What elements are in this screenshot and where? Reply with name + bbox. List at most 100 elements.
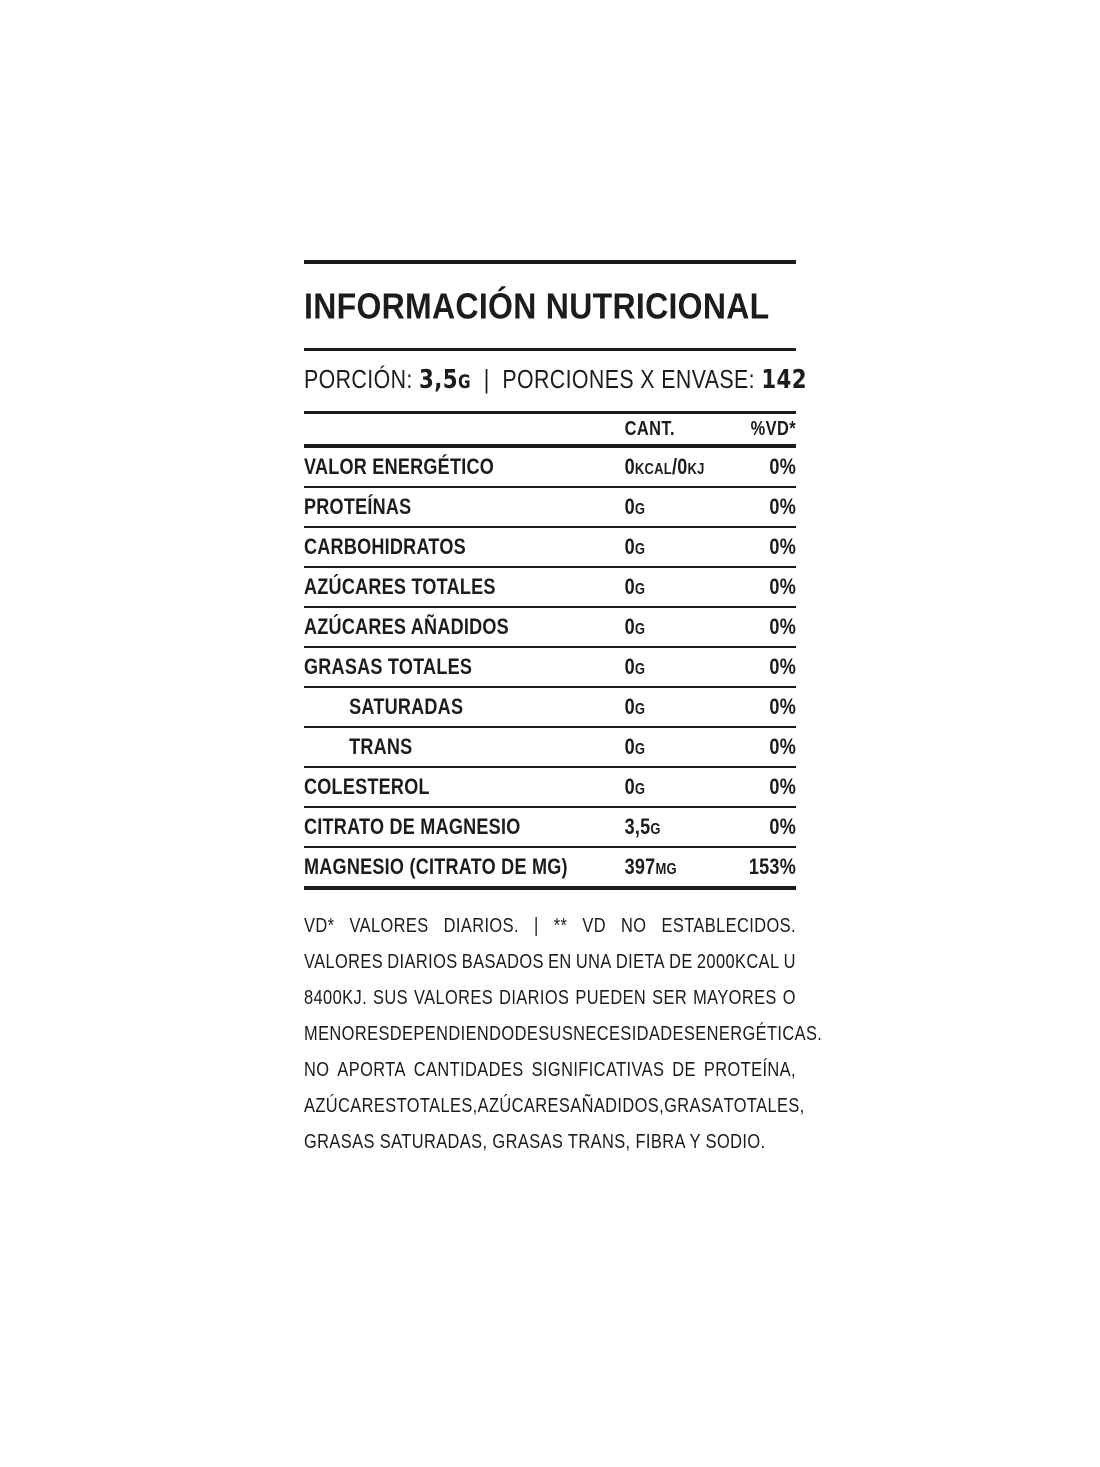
nutrient-rows: VALOR ENERGÉTICO 0KCAL/0KJ 0% PROTEÍNAS 0G 0%… — [304, 448, 796, 886]
row-separator — [304, 766, 796, 768]
nutrient-dv: 0% — [769, 734, 796, 759]
amount-unit: G — [634, 621, 646, 638]
footnote-word: AZÚCARES — [304, 1094, 397, 1117]
footnote-word: DE — [669, 950, 693, 973]
nutrition-facts-panel: INFORMACIÓN NUTRICIONAL PORCIÓN: 3,5G | … — [304, 260, 822, 1160]
serving-text: 142 — [761, 365, 808, 395]
amount-unit: G — [634, 741, 646, 758]
row-separator — [304, 806, 796, 808]
table-row: TRANS 0G 0% — [304, 728, 796, 766]
footnote-line: VALORES DIARIOS BASADOS EN UNA DIETA DE 2000KCA… — [304, 944, 796, 980]
footnote-word: MAYORES — [693, 986, 777, 1009]
column-header-dv: %VD* — [750, 417, 796, 440]
nutrient-amount: 0G — [625, 774, 733, 800]
serving-info: PORCIÓN: 3,5G | PORCIONES X ENVASE: 142 — [304, 351, 807, 411]
footnote-word: VD* — [304, 914, 335, 937]
nutrient-dv: 0% — [769, 654, 796, 679]
column-header-amount: CANT. — [624, 417, 675, 440]
nutrient-name: COLESTEROL — [304, 774, 430, 799]
footnote-word: EN — [548, 950, 572, 973]
panel-title: INFORMACIÓN NUTRICIONAL — [304, 285, 770, 327]
amount-unit: KJ — [687, 461, 705, 478]
footnote-word: DIARIOS — [387, 950, 458, 973]
nutrient-dv: 0% — [769, 454, 796, 479]
nutrient-name: CARBOHIDRATOS — [304, 534, 466, 559]
footnote-word: 2000KCAL — [696, 950, 780, 973]
footnote: VD* VALORES DIARIOS. | ** VD NO ESTABLECIDOS. VA… — [304, 908, 822, 1160]
divider-top — [304, 260, 796, 264]
serving-text: PORCIONES X ENVASE: — [502, 364, 762, 394]
footnote-word: TOTALES, — [396, 1094, 478, 1117]
nutrient-amount: 0G — [625, 694, 733, 720]
footnote-line: NO APORTA CANTIDADES SIGNIFICATIVAS DE PROTEÍ… — [304, 1052, 796, 1088]
amount-value: 0 — [624, 734, 635, 759]
table-row: VALOR ENERGÉTICO 0KCAL/0KJ 0% — [304, 448, 796, 486]
footnote-word: DIARIOS. — [443, 914, 519, 937]
amount-unit: G — [634, 661, 646, 678]
nutrient-dv: 0% — [769, 494, 796, 519]
divider-under-title — [304, 348, 796, 351]
footnote-word: GRASA — [664, 1094, 724, 1117]
footnote-word: UNA — [575, 950, 612, 973]
nutrient-dv: 0% — [769, 694, 796, 719]
divider-bottom — [304, 886, 796, 890]
amount-unit: G — [634, 541, 646, 558]
row-separator — [304, 686, 796, 688]
divider-under-header — [304, 444, 796, 448]
row-separator — [304, 846, 796, 848]
nutrient-dv: 0% — [769, 574, 796, 599]
amount-value: 3,5 — [624, 814, 651, 839]
nutrient-amount: 3,5G — [625, 814, 733, 840]
nutrient-name: AZÚCARES TOTALES — [304, 574, 496, 599]
row-separator — [304, 486, 796, 488]
row-separator — [304, 646, 796, 648]
footnote-word: PROTEÍNA, — [703, 1058, 796, 1081]
amount-value: 0 — [624, 774, 635, 799]
nutrient-name: GRASAS TOTALES — [304, 654, 473, 679]
amount-value: 0 — [624, 574, 635, 599]
table-header-row: CANT. %VD* — [304, 414, 796, 444]
footnote-word: DEPENDIENDO — [389, 1022, 515, 1045]
amount-unit: MG — [655, 861, 677, 878]
footnote-line: MENORES DEPENDIENDO DE SUS NECESIDADES ENERGÉ… — [304, 1016, 822, 1052]
footnote-line: AZÚCARES TOTALES, AZÚCARES AÑADIDOS, GRASA TO… — [304, 1088, 804, 1124]
nutrient-amount: 0G — [625, 734, 733, 760]
row-separator — [304, 606, 796, 608]
serving-text: | — [471, 364, 503, 394]
footnote-word: O — [782, 986, 796, 1009]
nutrient-dv: 0% — [769, 774, 796, 799]
footnote-word: AÑADIDOS, — [570, 1094, 665, 1117]
amount-value: 0 — [624, 694, 635, 719]
footnote-word: NO — [621, 914, 647, 937]
amount-unit: G — [634, 581, 646, 598]
row-separator — [304, 726, 796, 728]
footnote-word: NECESIDADES — [573, 1022, 696, 1045]
footnote-word: TOTALES, — [723, 1094, 805, 1117]
amount-value: 0 — [624, 654, 635, 679]
footnote-word: VALORES — [413, 986, 494, 1009]
nutrient-name: PROTEÍNAS — [304, 494, 412, 519]
nutrient-amount: 0G — [625, 574, 733, 600]
table-row: COLESTEROL 0G 0% — [304, 768, 796, 806]
amount-unit: G — [634, 781, 646, 798]
nutrient-amount: 0KCAL/0KJ — [625, 454, 733, 480]
footnote-word: ENERGÉTICAS. — [695, 1022, 823, 1045]
footnote-word: PUEDEN — [575, 986, 647, 1009]
footnote-word: CANTIDADES — [413, 1058, 524, 1081]
footnote-line: VD* VALORES DIARIOS. | ** VD NO ESTABLECIDOS. — [304, 908, 796, 944]
amount-value: 0 — [624, 534, 635, 559]
condensed-content: PORCIÓN: 3,5G | PORCIONES X ENVASE: 142 … — [304, 351, 822, 1160]
nutrient-amount: 0G — [625, 614, 733, 640]
table-row: AZÚCARES AÑADIDOS 0G 0% — [304, 608, 796, 646]
footnote-word: 8400KJ. — [304, 986, 368, 1009]
footnote-word: VALORES — [304, 950, 384, 973]
footnote-word: | — [533, 914, 539, 937]
amount-unit: G — [650, 821, 661, 838]
nutrient-name: CITRATO DE MAGNESIO — [304, 814, 521, 839]
nutrient-name: MAGNESIO (CITRATO DE MG) — [304, 854, 568, 879]
nutrient-dv: 0% — [769, 534, 796, 559]
amount-value: 0 — [624, 494, 635, 519]
table-row: MAGNESIO (CITRATO DE MG) 397MG 153% — [304, 848, 796, 886]
row-separator — [304, 526, 796, 528]
